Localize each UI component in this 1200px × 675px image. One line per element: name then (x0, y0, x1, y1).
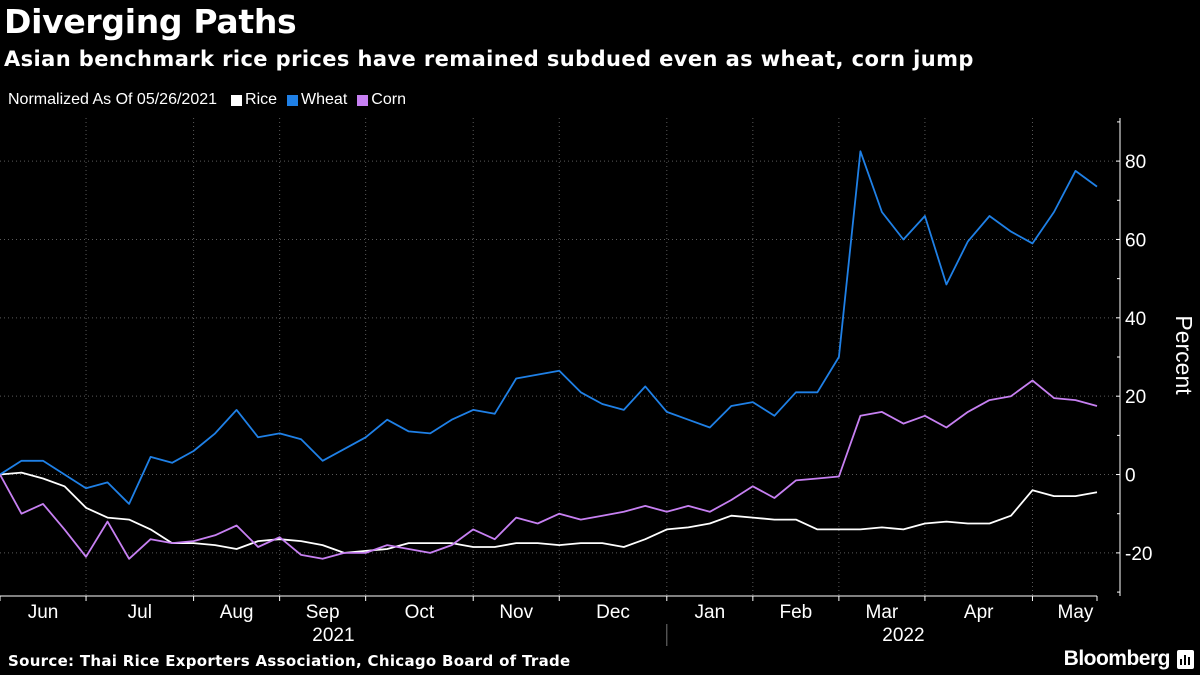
year-label-2021: 2021 (312, 625, 354, 646)
y-tick-label-20: 20 (1125, 387, 1146, 408)
x-tick-label-oct: Oct (405, 602, 435, 623)
x-tick-label-jan: Jan (695, 602, 726, 623)
legend-label-corn: Corn (371, 91, 406, 108)
legend-item-wheat: Wheat (287, 91, 347, 109)
year-label-2022: 2022 (882, 625, 924, 646)
y-tick-label-0: 0 (1125, 466, 1136, 487)
chart-legend: Normalized As Of 05/26/2021 Rice Wheat C… (8, 91, 416, 109)
x-tick-label-mar: Mar (866, 602, 899, 623)
source-note: Source: Thai Rice Exporters Association,… (8, 652, 571, 670)
series-line-rice (0, 471, 1098, 554)
y-tick-label-80: 80 (1125, 152, 1146, 173)
legend-label-rice: Rice (245, 91, 278, 108)
bloomberg-logo: Bloomberg (1063, 647, 1171, 670)
legend-swatch-rice (231, 94, 243, 106)
y-tick-label-60: 60 (1125, 230, 1146, 251)
x-tick-label-sep: Sep (306, 602, 340, 623)
chart-title: Diverging Paths (4, 2, 297, 41)
legend-item-rice: Rice (231, 91, 277, 109)
legend-item-corn: Corn (357, 91, 406, 109)
x-tick-label-aug: Aug (220, 602, 254, 623)
x-tick-label-may: May (1058, 602, 1094, 623)
y-tick-label--20: -20 (1125, 544, 1152, 565)
x-tick-label-nov: Nov (499, 602, 533, 623)
x-tick-label-feb: Feb (779, 602, 812, 623)
bloomberg-terminal-icon (1177, 650, 1194, 669)
legend-swatch-corn (357, 94, 369, 106)
x-tick-label-apr: Apr (964, 602, 994, 623)
series-line-wheat (0, 150, 1098, 505)
chart-subtitle: Asian benchmark rice prices have remaine… (4, 47, 974, 71)
y-axis-label: Percent (1171, 315, 1197, 395)
x-tick-label-jul: Jul (128, 602, 152, 623)
legend-swatch-wheat (287, 94, 299, 106)
x-tick-label-dec: Dec (596, 602, 630, 623)
legend-label-wheat: Wheat (301, 91, 348, 108)
x-tick-label-jun: Jun (28, 602, 59, 623)
y-tick-label-40: 40 (1125, 309, 1146, 330)
legend-note: Normalized As Of 05/26/2021 (8, 91, 218, 108)
series-line-corn (0, 379, 1098, 560)
